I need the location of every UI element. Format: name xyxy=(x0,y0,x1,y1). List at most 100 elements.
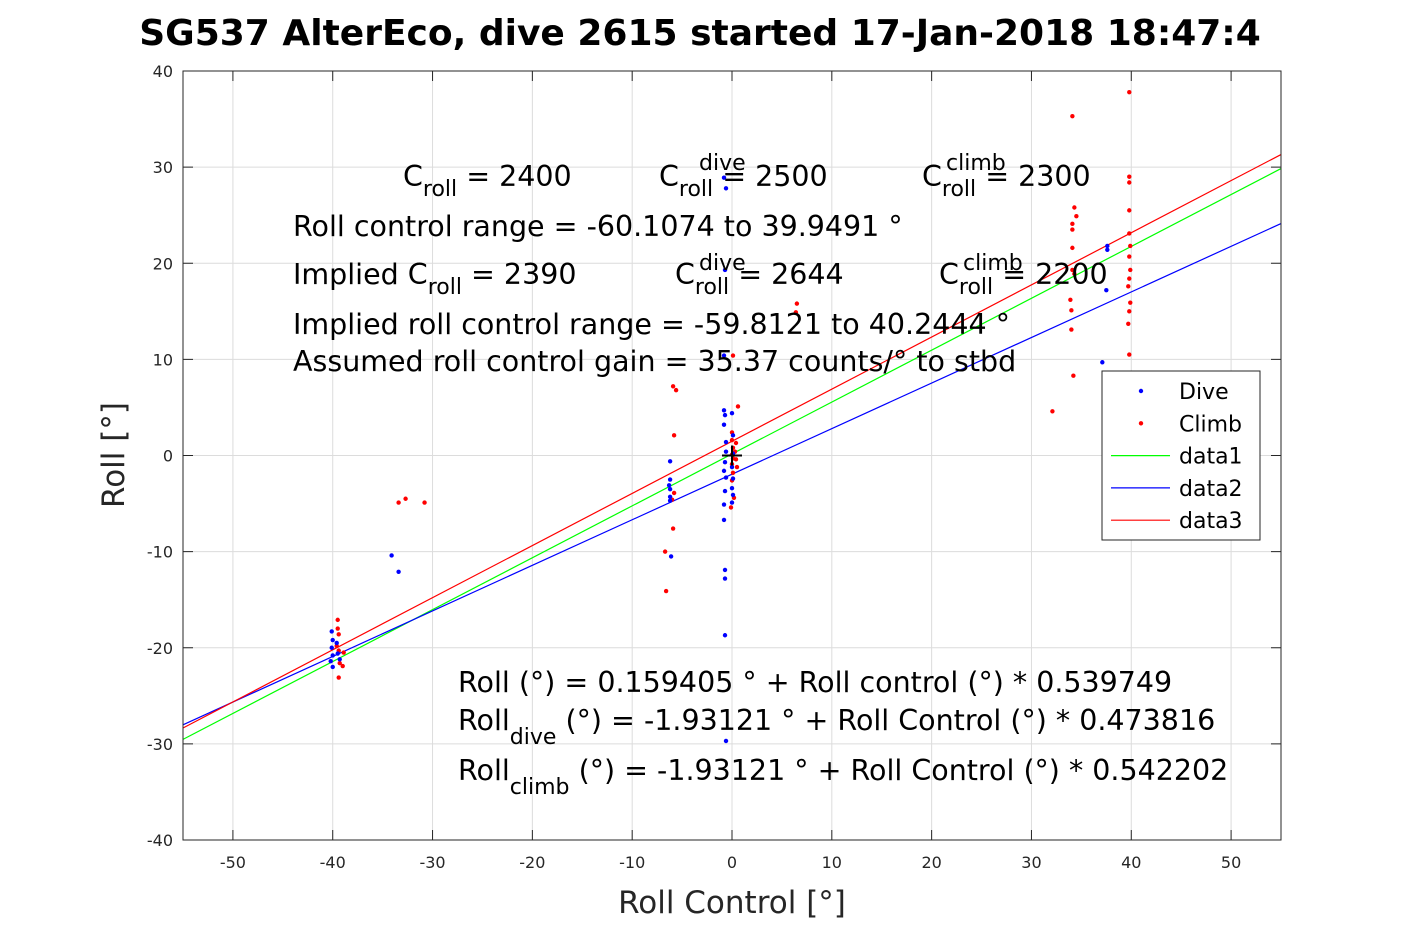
climb-point xyxy=(335,617,340,623)
climb-point xyxy=(1128,243,1133,249)
dive-point xyxy=(389,553,394,558)
climb-point xyxy=(1127,180,1132,185)
cclimb-annotation: Croll = 2300 xyxy=(922,160,1091,202)
dive-point xyxy=(337,657,342,662)
climb-point xyxy=(336,675,341,680)
climb-point xyxy=(1127,89,1132,95)
y-tick-label: 30 xyxy=(153,158,173,177)
implied-cclimb-sup: climb xyxy=(963,251,1023,276)
y-tick-label: 20 xyxy=(153,254,173,273)
x-axis-label: Roll Control [°] xyxy=(618,885,846,921)
series-dive xyxy=(328,175,1110,744)
climb-point xyxy=(1127,352,1132,357)
dive-point xyxy=(723,186,729,191)
dive-point xyxy=(722,267,728,273)
x-tick-label: 40 xyxy=(1121,853,1141,872)
x-tick-label: -50 xyxy=(220,853,246,872)
x-tick-label: -30 xyxy=(419,853,445,872)
x-tick-label: 0 xyxy=(727,853,737,872)
climb-point xyxy=(1127,254,1132,259)
dive-point xyxy=(721,422,727,427)
gain-annotation: Assumed roll control gain = 35.37 counts… xyxy=(293,345,1016,378)
climb-point xyxy=(794,301,800,306)
dive-point xyxy=(1105,247,1110,252)
fit1-annotation: Roll (°) = 0.159405 ° + Roll control (°)… xyxy=(458,666,1172,699)
dive-point xyxy=(730,476,736,481)
y-tick-label: -20 xyxy=(147,639,173,658)
climb-point xyxy=(422,500,427,505)
dive-point xyxy=(1105,243,1110,249)
dive-point xyxy=(722,633,728,638)
climb-point xyxy=(793,310,799,315)
climb-point xyxy=(1127,208,1132,213)
legend-label: data1 xyxy=(1179,445,1243,470)
dive-point xyxy=(668,554,674,559)
dive-point xyxy=(722,412,728,418)
climb-point xyxy=(396,500,401,505)
dive-point xyxy=(1104,287,1109,293)
implied-cdive-sup: dive xyxy=(699,251,746,276)
cclimb-sup: climb xyxy=(946,151,1006,176)
legend-items: Dive Climb data1 data2 data3 xyxy=(1111,380,1243,534)
implied-croll-annotation: Implied Croll = 2390 xyxy=(293,258,576,300)
dive-point xyxy=(330,637,335,643)
implied-range-annotation: Implied roll control range = -59.8121 to… xyxy=(293,308,1010,341)
dive-point xyxy=(730,433,736,438)
dive-point xyxy=(667,494,673,500)
climb-point xyxy=(734,464,740,470)
dive-point xyxy=(721,408,727,413)
fit3-annotation: Rollclimb (°) = -1.93121 ° + Roll Contro… xyxy=(458,754,1228,800)
climb-point xyxy=(1068,297,1073,302)
dive-point xyxy=(723,449,729,454)
climb-point xyxy=(1070,113,1075,119)
x-tick-label: 10 xyxy=(822,853,842,872)
climb-point xyxy=(728,505,734,510)
climb-point xyxy=(1072,205,1077,210)
dive-point xyxy=(721,517,727,523)
climb-point xyxy=(671,490,677,496)
climb-point xyxy=(1070,227,1075,232)
climb-point xyxy=(1126,284,1131,289)
climb-point xyxy=(403,496,408,501)
climb-point xyxy=(1128,300,1133,305)
climb-point xyxy=(1127,231,1132,236)
climb-point xyxy=(1069,308,1074,313)
implied-cdive-annotation: Croll = 2644 xyxy=(675,258,844,300)
dive-point xyxy=(667,459,673,464)
climb-point xyxy=(729,437,735,443)
dive-point xyxy=(729,500,735,505)
climb-point xyxy=(1070,267,1075,273)
climb-point xyxy=(1072,271,1077,277)
implied-cclimb-annotation: Croll = 2200 xyxy=(939,258,1108,300)
dive-point xyxy=(330,653,335,658)
dive-point xyxy=(721,468,727,474)
dive-point xyxy=(721,175,727,180)
dive-point xyxy=(729,464,735,470)
y-tick-label: 0 xyxy=(163,447,173,466)
climb-point xyxy=(1070,245,1075,251)
series-layer xyxy=(182,89,1282,744)
legend-label: data3 xyxy=(1179,509,1243,534)
legend-label: Climb xyxy=(1179,412,1242,437)
climb-point xyxy=(1071,373,1076,378)
dive-point xyxy=(722,576,728,581)
climb-point xyxy=(730,470,736,476)
range-annotation: Roll control range = -60.1074 to 39.9491… xyxy=(293,210,903,243)
y-tick-label: -40 xyxy=(147,831,173,850)
dive-point xyxy=(667,477,673,482)
climb-point xyxy=(1070,221,1075,227)
dive-point xyxy=(667,486,673,492)
dive-point xyxy=(666,483,672,488)
dive-point xyxy=(1100,360,1105,365)
dive-point xyxy=(721,353,727,358)
climb-point xyxy=(341,650,346,655)
x-tick-label: 20 xyxy=(921,853,941,872)
cdive-annotation: Croll = 2500 xyxy=(659,160,828,202)
croll-annotation: Croll = 2400 xyxy=(403,160,572,202)
dive-point xyxy=(722,460,728,465)
climb-point xyxy=(733,457,739,462)
climb-point xyxy=(1127,174,1132,179)
cdive-sup: dive xyxy=(699,151,746,176)
climb-point xyxy=(335,626,340,631)
